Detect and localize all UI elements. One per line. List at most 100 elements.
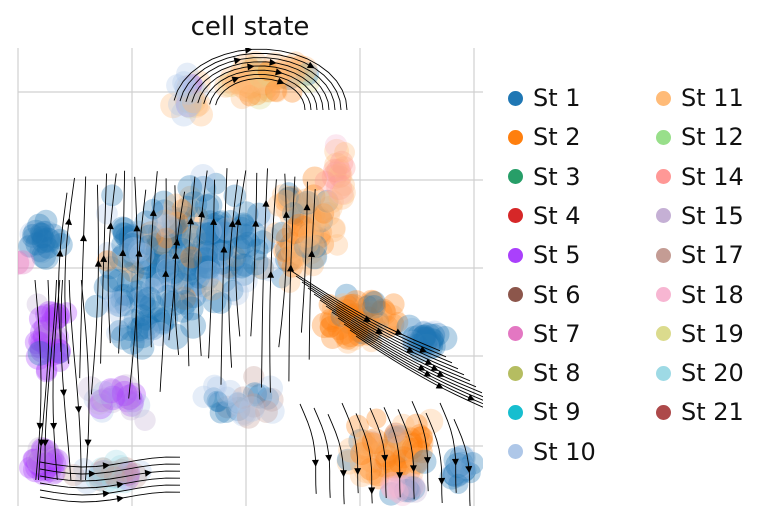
scatter-point — [259, 398, 285, 424]
scatter-point — [369, 469, 389, 490]
scatter-point — [92, 380, 116, 405]
scatter-point — [110, 324, 136, 350]
streamline-arrow — [41, 439, 49, 447]
scatter-point — [362, 295, 386, 319]
streamline — [197, 170, 208, 356]
scatter-point — [171, 257, 197, 283]
scatter-point — [236, 405, 261, 429]
scatter-point — [128, 286, 150, 308]
streamline-arrow — [287, 264, 295, 272]
scatter-point — [400, 317, 424, 341]
scatter-point — [145, 262, 170, 287]
streamline — [250, 172, 258, 337]
scatter-point — [360, 289, 383, 313]
scatter-point — [35, 227, 60, 252]
scatter-point — [400, 461, 424, 485]
streamline — [228, 179, 239, 368]
scatter-point — [215, 400, 238, 424]
scatter-point — [39, 452, 60, 473]
scatter-point — [453, 459, 477, 482]
legend-label: St 6 — [533, 280, 581, 309]
scatter-point — [214, 226, 240, 251]
scatter-point — [227, 392, 249, 414]
streamline — [58, 192, 68, 352]
scatter-point — [197, 249, 223, 276]
scatter-point — [192, 385, 215, 408]
scatter-point — [100, 268, 125, 293]
streamline-arrow — [247, 63, 255, 71]
scatter-point — [368, 314, 389, 335]
scatter-point — [39, 337, 66, 364]
scatter-point — [237, 73, 263, 99]
scatter-point — [266, 81, 288, 103]
scatter-point — [291, 228, 317, 253]
scatter-point — [205, 172, 227, 195]
scatter-point — [28, 331, 49, 352]
scatter-point — [302, 226, 328, 252]
streamline — [149, 171, 158, 348]
scatter-point — [363, 291, 386, 314]
streamline — [397, 409, 415, 500]
streamline-arrow — [50, 422, 58, 430]
legend-label: St 17 — [681, 241, 744, 270]
scatter-point — [190, 239, 214, 263]
scatter-point — [31, 229, 56, 254]
legend-label: St 10 — [533, 437, 596, 466]
scatter-point — [189, 102, 214, 127]
legend-item: St 2 — [508, 122, 581, 152]
scatter-point — [355, 437, 381, 463]
streamline-arrow — [252, 219, 260, 227]
legend-marker — [508, 326, 523, 342]
legend-label: St 7 — [533, 319, 581, 348]
scatter-point — [115, 226, 137, 248]
scatter-point — [242, 382, 267, 407]
scatter-point — [100, 379, 123, 401]
scatter-point — [155, 214, 180, 239]
scatter-point — [379, 482, 403, 506]
scatter-point — [18, 252, 29, 275]
scatter-point — [243, 366, 265, 388]
scatter-point — [214, 221, 237, 244]
scatter-point — [32, 324, 55, 347]
scatter-point — [196, 231, 221, 256]
scatter-point — [129, 242, 155, 268]
streamline — [39, 470, 181, 482]
scatter-point — [413, 320, 434, 341]
scatter-point — [390, 443, 412, 464]
scatter-point — [311, 232, 335, 256]
streamline — [453, 419, 471, 506]
scatter-point — [179, 296, 204, 321]
scatter-point — [137, 314, 160, 336]
scatter-point — [362, 290, 384, 313]
scatter-point — [360, 446, 386, 472]
scatter-point — [150, 309, 175, 334]
legend-marker — [656, 326, 671, 342]
streamline-arrow — [56, 249, 64, 257]
legend-label: St 21 — [681, 398, 744, 427]
scatter-point — [108, 245, 135, 272]
scatter-point — [259, 387, 284, 412]
scatter-point — [46, 339, 71, 364]
scatter-point — [23, 219, 49, 245]
scatter-point — [176, 195, 199, 218]
scatter-point — [321, 326, 344, 349]
scatter-point — [150, 234, 176, 260]
scatter-point — [444, 461, 471, 488]
legend-label: St 4 — [533, 201, 581, 230]
streamline — [439, 402, 457, 493]
scatter-point — [391, 484, 414, 506]
scatter-point — [327, 163, 353, 188]
legend-item: St 19 — [656, 319, 744, 349]
scatter-point — [323, 158, 347, 183]
streamline-arrow — [325, 454, 333, 462]
scatter-point — [211, 210, 233, 232]
legend-item: St 17 — [656, 240, 744, 270]
streamline — [191, 61, 330, 111]
scatter-point — [304, 234, 328, 259]
scatter-point — [350, 320, 375, 345]
scatter-point — [87, 391, 111, 415]
streamline-arrow — [100, 254, 108, 263]
scatter-point — [251, 256, 275, 280]
scatter-point — [216, 395, 239, 419]
streamline-arrow — [311, 459, 319, 467]
